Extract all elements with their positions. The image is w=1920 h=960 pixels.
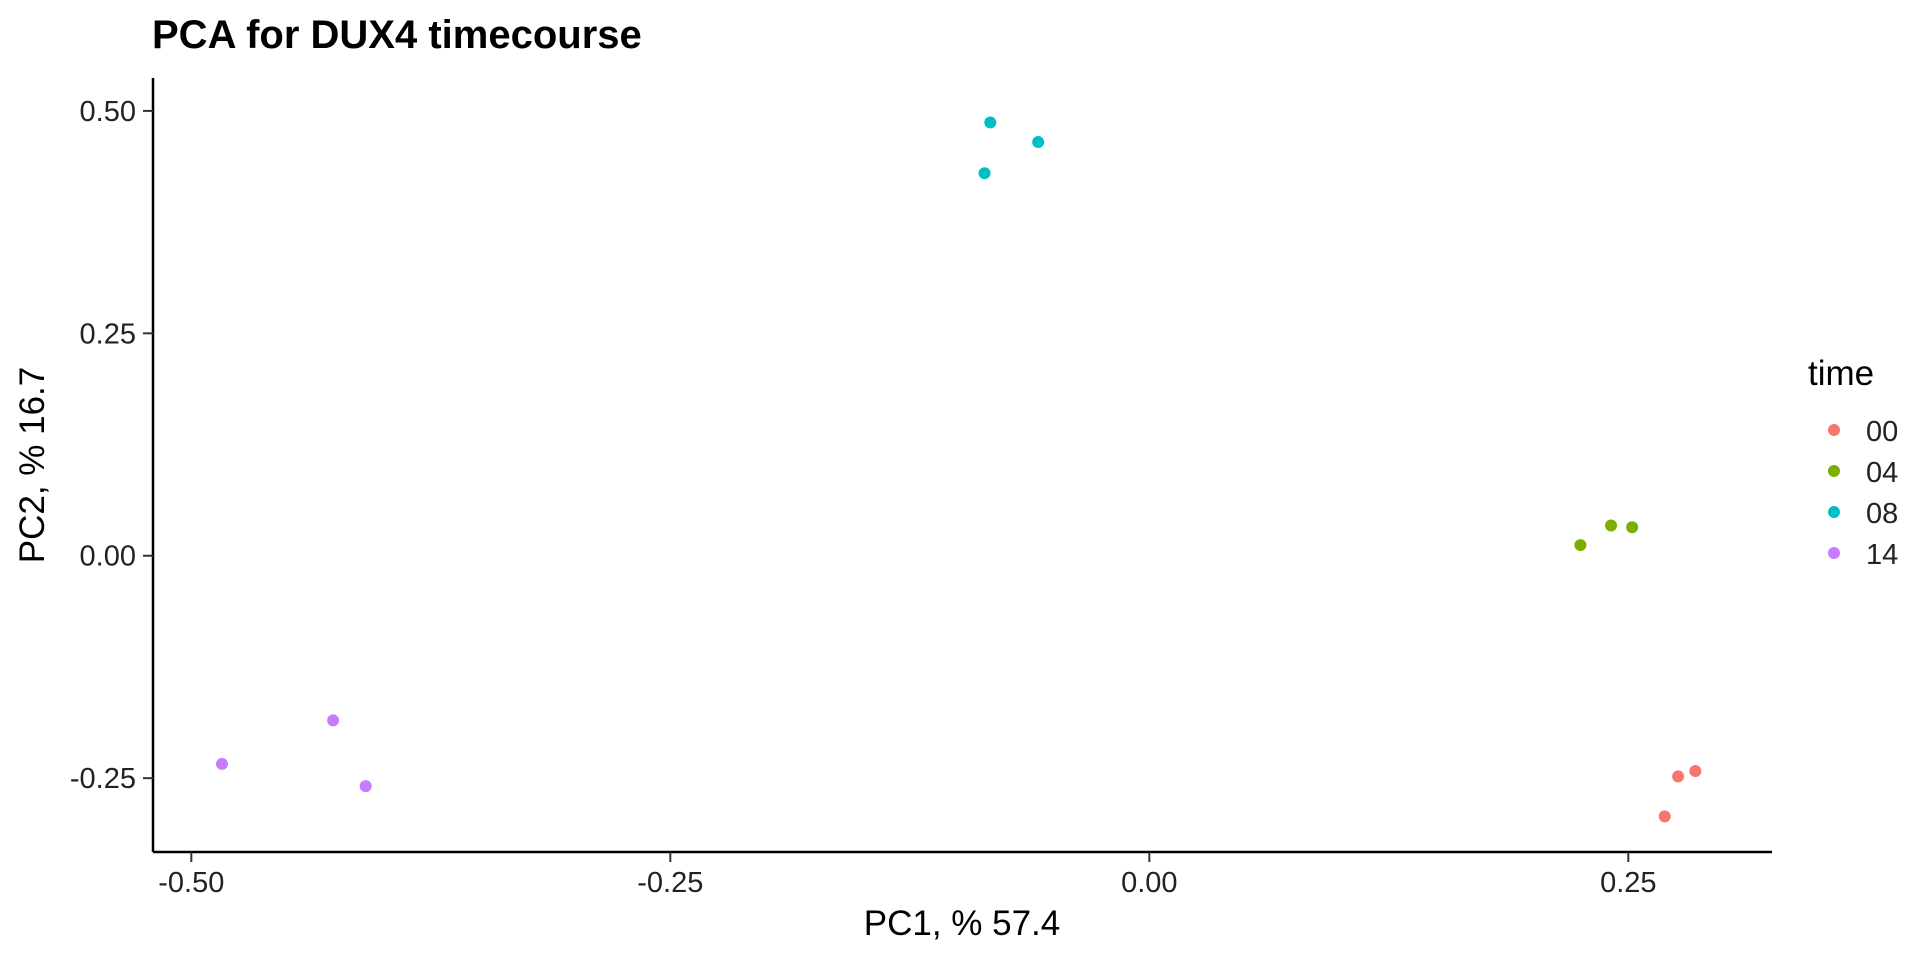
- legend-key-00: [1828, 424, 1840, 436]
- y-tick-label: 0.00: [80, 541, 136, 573]
- legend-label-04: 04: [1866, 457, 1898, 489]
- x-ticks: -0.50 -0.25 0.00 0.25: [158, 852, 1657, 899]
- data-point-04: [1626, 521, 1639, 534]
- x-tick-label: 0.25: [1600, 867, 1656, 899]
- y-tick-label: 0.50: [80, 96, 136, 128]
- legend-key-04: [1828, 465, 1840, 477]
- legend-items: 00 04 08 14: [1828, 416, 1898, 571]
- data-point-14: [327, 714, 340, 727]
- data-point-14: [215, 757, 228, 770]
- data-point-14: [359, 780, 372, 793]
- y-ticks: -0.25 0.00 0.25 0.50: [70, 96, 153, 795]
- data-point-00: [1658, 810, 1671, 823]
- legend: time 00 04 08 14: [1808, 354, 1898, 571]
- data-point-00: [1672, 770, 1685, 783]
- x-tick-label: -0.25: [637, 867, 703, 899]
- data-point-08: [1032, 136, 1045, 149]
- data-points: [215, 116, 1702, 823]
- data-point-00: [1689, 765, 1702, 778]
- legend-label-08: 08: [1866, 498, 1898, 530]
- x-tick-label: 0.00: [1121, 867, 1177, 899]
- legend-title: time: [1808, 354, 1874, 393]
- legend-label-14: 14: [1866, 539, 1898, 571]
- y-tick-label: -0.25: [70, 763, 136, 795]
- y-tick-label: 0.25: [80, 318, 136, 350]
- data-point-04: [1605, 519, 1618, 532]
- data-point-04: [1574, 539, 1587, 552]
- data-point-08: [978, 167, 991, 180]
- data-point-08: [984, 116, 997, 129]
- x-tick-label: -0.50: [158, 867, 224, 899]
- legend-key-14: [1828, 547, 1840, 559]
- x-axis-title: PC1, % 57.4: [864, 904, 1061, 943]
- plot-area: -0.50 -0.25 0.00 0.25 -0.25 0.00 0.25 0.50: [70, 78, 1772, 899]
- legend-label-00: 00: [1866, 416, 1898, 448]
- y-axis-title: PC2, % 16.7: [13, 367, 52, 564]
- chart-title: PCA for DUX4 timecourse: [152, 13, 642, 57]
- legend-key-08: [1828, 506, 1840, 518]
